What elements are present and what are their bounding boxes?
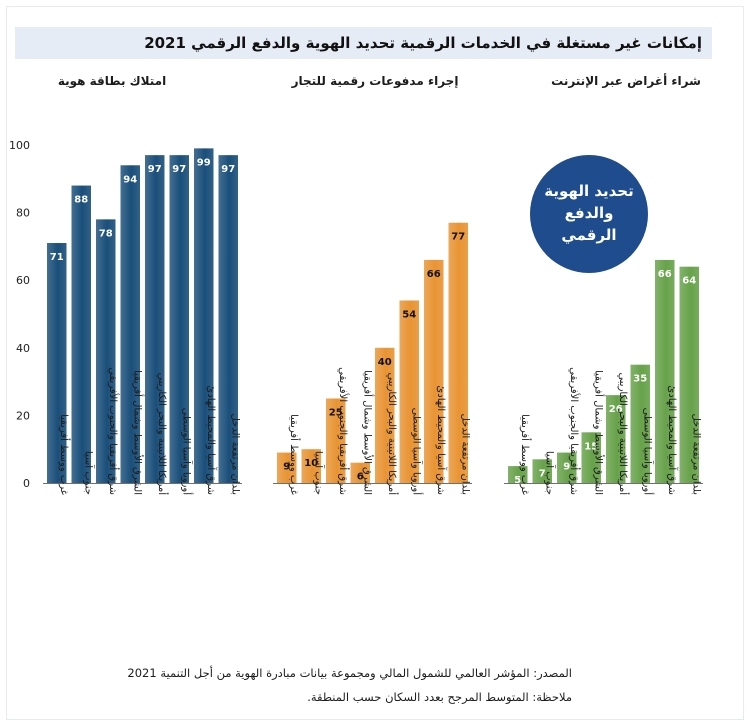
bar: [71, 185, 91, 483]
bar: [399, 300, 419, 483]
bar: [326, 398, 346, 483]
data-label: 64: [682, 276, 696, 287]
x-tick-label: بلدان مرتفعة الدخل: [459, 413, 470, 495]
data-label: 66: [658, 269, 672, 280]
bar: [606, 395, 626, 483]
bar: [375, 347, 395, 483]
x-tick-label: جنوب آسيا: [312, 451, 325, 495]
data-label: 5: [514, 475, 521, 486]
data-label: 54: [402, 309, 416, 320]
bar: [120, 165, 140, 483]
bar: [508, 466, 528, 483]
x-tick-label: بلدان مرتفعة الدخل: [690, 413, 701, 495]
y-tick-label: 40: [16, 342, 30, 355]
data-label: 97: [221, 164, 235, 175]
x-tick-label: غرب ووسط أفريقيا: [519, 414, 532, 495]
bar: [679, 266, 699, 483]
x-tick-label: الشرق الأوسط وشمال أفريقيا: [592, 370, 605, 495]
y-tick-label: 80: [16, 207, 30, 220]
x-tick-label: أوروبا وآسيا الوسطى: [410, 408, 423, 496]
x-tick-label: الشرق الأوسط وشمال أفريقيا: [361, 370, 374, 495]
badge-label: تحديد الهوية والدفع الرقمي: [544, 182, 634, 244]
source-note: المصدر: المؤشر العالمي للشمول المالي ومج…: [127, 666, 572, 680]
bar: [532, 459, 552, 483]
panel-title: إجراء مدفوعات رقمية للتجار: [291, 74, 459, 89]
data-label: 6: [357, 472, 364, 483]
y-tick-label: 0: [23, 477, 30, 490]
x-tick-label: أوروبا وآسيا الوسطى: [180, 408, 193, 496]
bar: [194, 148, 214, 483]
data-label: 10: [304, 458, 318, 469]
topic-badge: تحديد الهوية والدفع الرقمي: [530, 155, 648, 273]
bar: [655, 259, 675, 483]
x-tick-label: أمريكا اللاتينية والبحر الكاريبي: [617, 372, 630, 495]
bar: [581, 432, 601, 483]
data-label: 25: [329, 408, 343, 419]
data-label: 9: [563, 462, 570, 473]
data-label: 97: [172, 164, 186, 175]
footnote: ملاحظة: المتوسط المرجح بعدد السكان حسب ا…: [307, 690, 572, 704]
data-label: 66: [427, 269, 441, 280]
data-label: 40: [378, 357, 392, 368]
bar: [448, 222, 468, 484]
bar: [557, 452, 577, 483]
data-label: 78: [99, 228, 113, 239]
x-tick-label: بلدان مرتفعة الدخل: [229, 413, 240, 495]
data-label: 26: [609, 404, 623, 415]
bar: [301, 449, 321, 483]
data-label: 35: [633, 374, 647, 385]
data-label: 9: [283, 462, 290, 473]
y-tick-label: 100: [9, 139, 30, 152]
panel-title: امتلاك بطاقة هوية: [58, 74, 166, 89]
x-tick-label: أمريكا اللاتينية والبحر الكاريبي: [156, 372, 169, 495]
bar: [96, 219, 116, 484]
data-label: 94: [123, 174, 137, 185]
x-tick-label: جنوب آسيا: [82, 451, 95, 495]
data-label: 7: [539, 468, 546, 479]
x-tick-label: الشرق الأوسط وشمال أفريقيا: [131, 370, 144, 495]
bar: [145, 155, 165, 483]
x-tick-label: شرق آسيا والمحيط الهادئ: [205, 385, 218, 495]
data-label: 97: [148, 164, 162, 175]
chart-title: إمكانات غير مستغلة في الخدمات الرقمية تح…: [144, 34, 702, 52]
x-tick-label: شرق أفريقيا والجنوب الأفريقي: [107, 367, 120, 495]
x-tick-label: أوروبا وآسيا الوسطى: [641, 408, 654, 496]
x-tick-label: جنوب آسيا: [543, 451, 556, 495]
bar: [350, 462, 370, 483]
data-label: 88: [74, 195, 88, 206]
x-tick-label: شرق أفريقيا والجنوب الأفريقي: [337, 367, 350, 495]
bar: [424, 259, 444, 483]
data-label: 71: [50, 252, 64, 263]
title-band: إمكانات غير مستغلة في الخدمات الرقمية تح…: [15, 27, 712, 59]
data-label: 99: [197, 157, 211, 168]
bar: [630, 364, 650, 483]
x-tick-label: شرق آسيا والمحيط الهادئ: [435, 385, 448, 495]
x-tick-label: أمريكا اللاتينية والبحر الكاريبي: [386, 372, 399, 495]
x-tick-label: غرب ووسط أفريقيا: [58, 414, 71, 495]
y-tick-label: 60: [16, 274, 30, 287]
x-tick-label: شرق آسيا والمحيط الهادئ: [666, 385, 679, 495]
bar: [277, 452, 297, 483]
data-label: 15: [584, 441, 598, 452]
panel-title: شراء أغراض عبر الإنترنت: [551, 73, 701, 88]
bar: [218, 155, 238, 483]
x-tick-label: غرب ووسط أفريقيا: [288, 414, 301, 495]
x-tick-label: شرق أفريقيا والجنوب الأفريقي: [568, 367, 581, 495]
bar: [169, 155, 189, 483]
bar: [47, 243, 67, 483]
data-label: 77: [451, 232, 465, 243]
y-tick-label: 20: [16, 409, 30, 422]
